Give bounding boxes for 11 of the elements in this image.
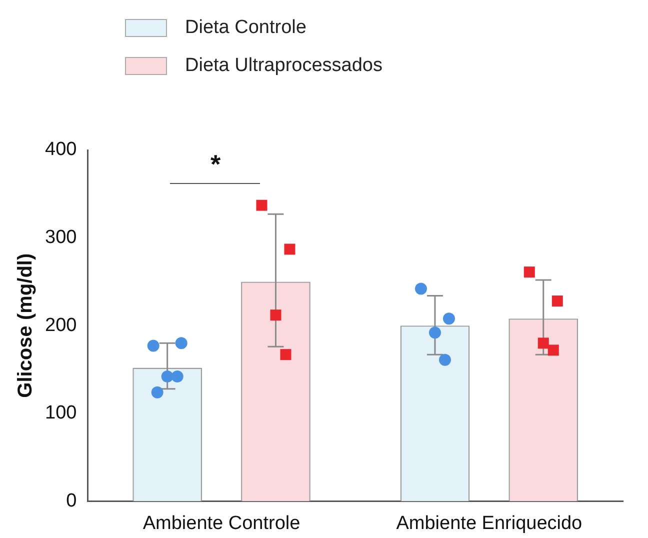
y-tick-label: 100 <box>45 402 77 424</box>
x-tick-label: Ambiente Enriquecido <box>396 512 582 534</box>
y-tick-label: 300 <box>45 227 77 248</box>
y-tick-label: 400 <box>45 139 77 160</box>
x-tick-label: Ambiente Controle <box>142 512 300 534</box>
y-tick-label: 0 <box>66 490 77 512</box>
legend-label: Dieta Controle <box>185 17 306 39</box>
y-tick-label: 200 <box>45 314 77 336</box>
annotation: * <box>210 149 222 180</box>
legend-label: Dieta Ultraprocessados <box>185 55 382 77</box>
y-axis-title: Glicose (mg/dl) <box>14 253 37 398</box>
